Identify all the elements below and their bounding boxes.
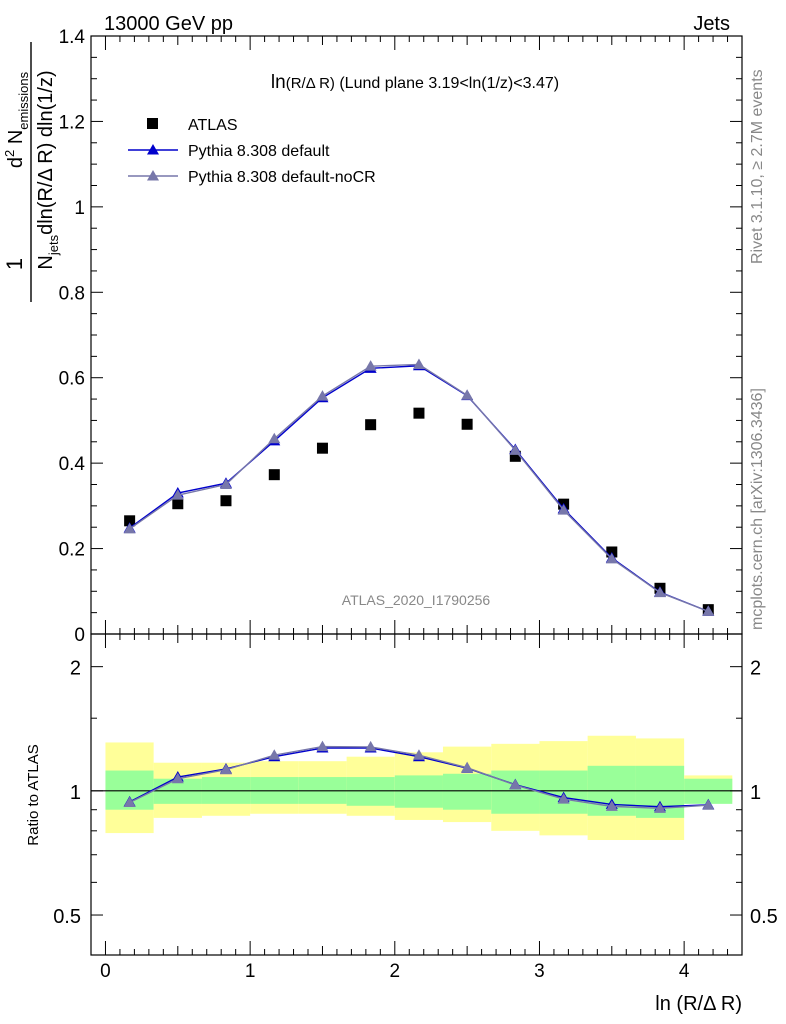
data-point xyxy=(316,442,328,454)
y-label-rest: dln(R/Δ R) dln(1/z) xyxy=(35,70,57,235)
ratio-point xyxy=(461,761,474,773)
data-point xyxy=(220,495,232,507)
y-label-bottom: Njetsdln(R/Δ R) dln(1/z) xyxy=(35,70,61,269)
series-line xyxy=(129,363,709,613)
process-label: Jets xyxy=(693,13,730,35)
data-point xyxy=(461,418,473,430)
data-point xyxy=(172,498,184,510)
energy-label: 13000 GeV pp xyxy=(104,13,233,35)
y-tick-label: 1.4 xyxy=(59,27,86,48)
y-label-d: d xyxy=(5,157,27,168)
x-tick-label: 1 xyxy=(245,961,256,982)
inner-band-bin xyxy=(491,770,540,814)
data-point xyxy=(171,489,184,500)
ratio-point xyxy=(557,793,570,804)
data-point xyxy=(509,450,521,462)
ratio-point xyxy=(316,740,329,752)
data-point xyxy=(365,419,377,431)
legend-marker xyxy=(147,118,158,129)
ratio-point xyxy=(171,772,184,784)
ratio-y-tick-label: 1 xyxy=(70,782,81,804)
ratio-point xyxy=(123,796,136,808)
data-point xyxy=(219,478,232,489)
ratio-series-1 xyxy=(123,740,715,813)
x-tick-label: 0 xyxy=(100,961,111,982)
y-tick-label: 0.4 xyxy=(59,454,86,475)
y-tick-label: 1.2 xyxy=(59,112,85,133)
y-label-top: d2 Nemissions xyxy=(2,71,31,168)
y-tick-label: 0.2 xyxy=(59,540,85,561)
data-point xyxy=(509,444,522,455)
y-label-N: N xyxy=(5,130,27,150)
ratio-point xyxy=(509,779,522,790)
ratio-y-tick-label: 0.5 xyxy=(53,906,81,928)
inner-band-bin xyxy=(346,777,395,806)
data-point xyxy=(557,504,570,515)
ratio-y-tick-label-right: 2 xyxy=(750,658,761,680)
ratio-point xyxy=(364,740,377,752)
legend-marker xyxy=(147,170,159,181)
analysis-watermark: ATLAS_2020_I1790256 xyxy=(342,592,491,608)
x-tick-label: 3 xyxy=(534,961,545,982)
data-point xyxy=(316,390,329,401)
ratio-plot-frame xyxy=(90,633,743,956)
ratio-point xyxy=(605,800,618,811)
rivet-version-label: Rivet 3.1.10, ≥ 2.7M events xyxy=(749,69,766,264)
inner-band-bin xyxy=(394,775,443,808)
ratio-point xyxy=(653,802,666,813)
series-2 xyxy=(123,358,715,616)
ratio-y-tick-label-right: 0.5 xyxy=(750,906,778,928)
data-point xyxy=(412,358,425,369)
ratio-point xyxy=(702,799,715,810)
y-label-sup: 2 xyxy=(2,150,17,157)
data-point xyxy=(364,360,377,371)
y-label-numerator: 1 xyxy=(2,258,27,270)
y-tick-label: 0.8 xyxy=(59,283,85,304)
y-label-jets: jets xyxy=(46,234,61,256)
mcplots-label: mcplots.cern.ch [arXiv:1306.3436] xyxy=(749,388,766,630)
data-point xyxy=(124,515,136,527)
data-point xyxy=(123,522,136,534)
ratio-plot-panel: 0.5 0.5 1 1 2 2 0 1 2 3 4 Ratio to ATLAS ln (R/Δ R… xyxy=(25,633,778,1015)
x-tick-label: 2 xyxy=(390,961,401,982)
data-point xyxy=(702,605,715,616)
y-tick-label: 1 xyxy=(74,198,85,219)
data-point xyxy=(653,586,666,598)
plot-title: ln(R/Δ R) (Lund plane 3.19<ln(1/z)<3.47) xyxy=(271,72,559,93)
legend-label: Pythia 8.308 default xyxy=(188,143,330,160)
y-tick-label: 0 xyxy=(74,625,85,646)
ratio-uncertainty-bands xyxy=(105,735,733,841)
inner-band-bin xyxy=(442,773,492,810)
data-point xyxy=(605,552,618,564)
ratio-point xyxy=(268,749,281,760)
legend-marker xyxy=(147,144,159,155)
ratio-point xyxy=(412,749,425,760)
data-point xyxy=(268,432,281,444)
ratio-point xyxy=(219,763,232,775)
title-ratio: (R/Δ R) xyxy=(286,75,335,92)
ratio-y-tick-label: 2 xyxy=(70,658,81,680)
data-point xyxy=(268,469,280,481)
legend: ATLAS Pythia 8.308 default Pythia 8.308 de… xyxy=(128,117,376,186)
data-point xyxy=(413,407,425,419)
x-axis-label: ln (R/Δ R) xyxy=(655,993,742,1015)
y-tick-label: 0.6 xyxy=(59,369,85,390)
main-plot-panel: 0 0.2 0.4 0.6 0.8 1 1.2 1.4 ln(R/Δ R) (Lund pla… xyxy=(2,27,743,646)
legend-label: ATLAS xyxy=(188,117,238,134)
title-ln: ln xyxy=(271,72,286,93)
y-label-sub: emissions xyxy=(16,71,31,129)
y-label-Njets: N xyxy=(35,255,57,269)
ratio-y-tick-label-right: 1 xyxy=(750,782,761,804)
ratio-y-axis-label: Ratio to ATLAS xyxy=(25,744,42,845)
data-point xyxy=(461,389,474,400)
series-line xyxy=(129,365,709,613)
series-0 xyxy=(124,407,714,616)
x-tick-label: 4 xyxy=(679,961,690,982)
title-range: (Lund plane 3.19<ln(1/z)<3.47) xyxy=(335,75,559,92)
legend-label: Pythia 8.308 default-noCR xyxy=(188,169,376,186)
